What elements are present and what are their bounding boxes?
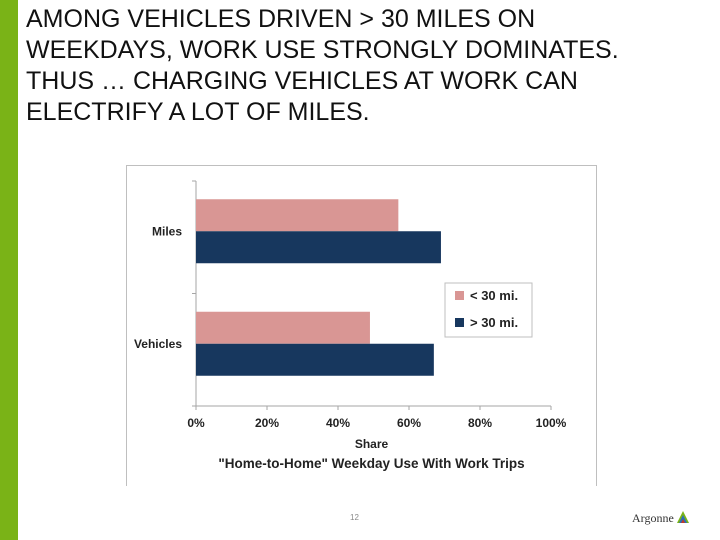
slide-title-line-3: THUS … CHARGING VEHICLES AT WORK CAN: [26, 67, 578, 95]
bar-chart: Miles Vehicles 0% 20% 40% 60% 80% 100% Share "Hom…: [134, 180, 567, 471]
x-tick-label: 80%: [468, 416, 492, 430]
legend-swatch: [455, 291, 464, 300]
x-axis-label: Share: [355, 437, 389, 451]
page-number: 12: [350, 513, 359, 522]
chart-frame: Miles Vehicles 0% 20% 40% 60% 80% 100% Share "Hom…: [126, 165, 597, 486]
bar-1-0: [196, 311, 370, 344]
x-tick-label: 100%: [536, 416, 567, 430]
bar-1-1: [196, 343, 434, 376]
logo-text: Argonne: [632, 511, 674, 525]
slide-title-line-2: WEEKDAYS, WORK USE STRONGLY DOMINATES.: [26, 36, 619, 64]
legend-label: > 30 mi.: [470, 315, 518, 330]
chart-title: "Home-to-Home" Weekday Use With Work Tri…: [218, 456, 524, 471]
accent-bar: [0, 0, 18, 540]
argonne-logo: Argonne: [632, 508, 692, 532]
slide-title: AMONG VEHICLES DRIVEN > 30 MILES ON WEEK…: [26, 4, 716, 128]
x-tick-label: 0%: [187, 416, 205, 430]
bar-0-0: [196, 199, 399, 232]
legend-label: < 30 mi.: [470, 288, 518, 303]
x-tick-label: 60%: [397, 416, 421, 430]
category-label: Vehicles: [134, 337, 182, 351]
logo-triangle-icon: [677, 511, 689, 523]
x-tick-label: 20%: [255, 416, 279, 430]
slide-title-line-1: AMONG VEHICLES DRIVEN > 30 MILES ON: [26, 5, 536, 33]
legend-swatch: [455, 318, 464, 327]
slide-title-line-4: ELECTRIFY A LOT OF MILES.: [26, 98, 370, 126]
bar-0-1: [196, 231, 441, 264]
x-tick-label: 40%: [326, 416, 350, 430]
category-label: Miles: [152, 224, 182, 238]
